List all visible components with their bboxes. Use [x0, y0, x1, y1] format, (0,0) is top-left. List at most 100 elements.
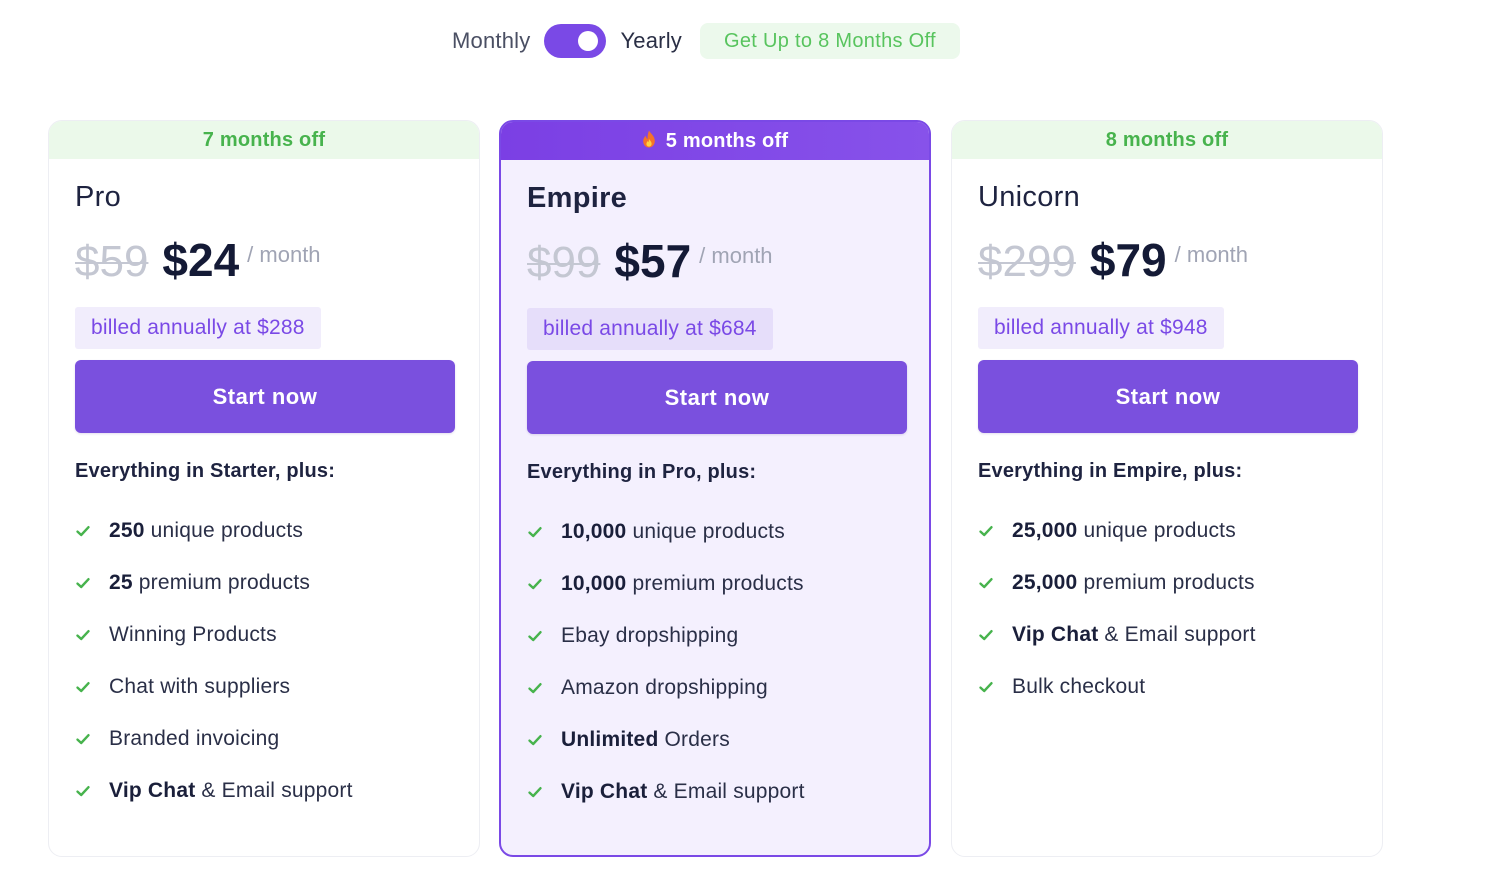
feature-text: Winning Products	[109, 623, 277, 647]
start-now-button[interactable]: Start now	[75, 360, 455, 433]
features-heading: Everything in Starter, plus:	[75, 460, 336, 482]
feature-item: Amazon dropshipping	[527, 662, 805, 714]
check-icon	[76, 578, 90, 589]
feature-text: 250 unique products	[109, 519, 303, 543]
feature-highlight: Unlimited	[561, 728, 659, 751]
feature-list: 10,000 unique products 10,000 premium pro…	[527, 506, 805, 818]
price-period: / month	[1174, 242, 1249, 267]
check-icon	[979, 526, 993, 537]
original-price: $59	[75, 237, 149, 286]
feature-highlight: Vip Chat	[1012, 623, 1099, 646]
feature-item: 10,000 unique products	[527, 506, 805, 558]
feature-label: & Email support	[195, 779, 353, 802]
discounted-price: $57	[614, 235, 692, 287]
feature-label: & Email support	[1098, 623, 1256, 646]
feature-item: 10,000 premium products	[527, 558, 805, 610]
features-heading: Everything in Pro, plus:	[527, 461, 757, 483]
feature-text: Chat with suppliers	[109, 675, 290, 699]
original-price: $299	[978, 237, 1076, 286]
plan-card-pro: 7 months off Pro $59 $24 / month billed …	[48, 120, 480, 857]
billed-annually-badge: billed annually at $684	[527, 308, 773, 350]
discounted-price: $79	[1089, 234, 1167, 286]
start-now-button[interactable]: Start now	[978, 360, 1358, 433]
feature-label: Amazon dropshipping	[561, 676, 768, 699]
discounted-price: $24	[162, 234, 240, 286]
feature-text: Vip Chat & Email support	[561, 780, 805, 804]
feature-text: Bulk checkout	[1012, 675, 1145, 699]
feature-text: Vip Chat & Email support	[1012, 623, 1256, 647]
feature-text: Unlimited Orders	[561, 728, 730, 752]
feature-label: & Email support	[647, 780, 805, 803]
check-icon	[979, 630, 993, 641]
fire-icon	[642, 130, 655, 148]
feature-highlight: 25	[109, 571, 133, 594]
start-now-button[interactable]: Start now	[527, 361, 907, 434]
feature-text: 25,000 premium products	[1012, 571, 1255, 595]
check-icon	[528, 631, 542, 642]
feature-item: 25 premium products	[75, 557, 353, 609]
check-icon	[528, 683, 542, 694]
original-price: $99	[527, 238, 601, 287]
feature-text: Amazon dropshipping	[561, 676, 768, 700]
feature-item: Vip Chat & Email support	[527, 766, 805, 818]
features-heading: Everything in Empire, plus:	[978, 460, 1243, 482]
feature-item: 25,000 unique products	[978, 505, 1256, 557]
check-icon	[528, 787, 542, 798]
feature-label: Winning Products	[109, 623, 277, 646]
check-icon	[979, 682, 993, 693]
plan-card-empire: 5 months off Empire $99 $57 / month bill…	[499, 120, 931, 857]
plan-discount-banner: 5 months off	[501, 122, 929, 160]
monthly-label[interactable]: Monthly	[452, 28, 531, 53]
feature-text: 25 premium products	[109, 571, 310, 595]
plan-discount-banner: 7 months off	[49, 121, 479, 159]
feature-highlight: Vip Chat	[109, 779, 196, 802]
check-icon	[76, 526, 90, 537]
feature-label: unique products	[626, 520, 785, 543]
feature-highlight: 10,000	[561, 572, 627, 595]
feature-label: premium products	[626, 572, 804, 595]
feature-highlight: 25,000	[1012, 571, 1078, 594]
feature-label: premium products	[1077, 571, 1255, 594]
plan-name: Empire	[527, 182, 628, 214]
check-icon	[528, 527, 542, 538]
feature-item: Ebay dropshipping	[527, 610, 805, 662]
check-icon	[528, 735, 542, 746]
feature-text: Branded invoicing	[109, 727, 279, 751]
billing-toggle-row: Monthly Yearly Get Up to 8 Months Off	[452, 22, 960, 60]
feature-label: Bulk checkout	[1012, 675, 1146, 698]
feature-label: premium products	[132, 571, 311, 594]
check-icon	[76, 682, 90, 693]
price-period: / month	[699, 243, 773, 268]
feature-label: Orders	[658, 728, 730, 751]
feature-highlight: 10,000	[561, 520, 627, 543]
plan-name: Pro	[75, 181, 122, 213]
billed-annually-badge: billed annually at $948	[978, 307, 1224, 349]
feature-highlight: 250	[109, 519, 145, 542]
price-row: $99 $57 / month	[527, 234, 773, 288]
check-icon	[76, 734, 90, 745]
price-row: $59 $24 / month	[75, 233, 321, 287]
price-row: $299 $79 / month	[978, 233, 1248, 287]
feature-item: Winning Products	[75, 609, 353, 661]
feature-label: unique products	[144, 519, 304, 542]
feature-text: 25,000 unique products	[1012, 519, 1236, 543]
feature-item: Branded invoicing	[75, 713, 353, 765]
check-icon	[528, 579, 542, 590]
check-icon	[76, 786, 90, 797]
plan-discount-banner-text: 8 months off	[1105, 128, 1229, 151]
feature-item: Chat with suppliers	[75, 661, 353, 713]
months-off-promo-badge: Get Up to 8 Months Off	[699, 23, 960, 59]
yearly-label[interactable]: Yearly	[620, 28, 682, 53]
feature-label: Chat with suppliers	[109, 675, 291, 698]
billed-annually-badge: billed annually at $288	[75, 307, 321, 349]
plan-name: Unicorn	[978, 181, 1081, 213]
feature-item: Unlimited Orders	[527, 714, 805, 766]
feature-item: 250 unique products	[75, 505, 353, 557]
feature-highlight: 25,000	[1012, 519, 1078, 542]
check-icon	[76, 630, 90, 641]
plan-discount-banner: 8 months off	[952, 121, 1382, 159]
price-period: / month	[247, 242, 321, 267]
billing-period-switch[interactable]	[544, 24, 607, 58]
feature-list: 25,000 unique products 25,000 premium pro…	[978, 505, 1256, 713]
check-icon	[979, 578, 993, 589]
